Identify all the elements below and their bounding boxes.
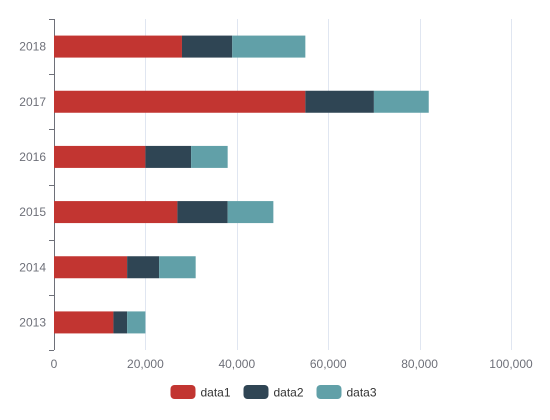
legend[interactable]: data1 data2 data3 bbox=[170, 385, 377, 400]
bar-data2-2015[interactable] bbox=[177, 201, 228, 224]
bar-data2-2017[interactable] bbox=[305, 90, 374, 113]
legend-item-data3[interactable]: data3 bbox=[316, 385, 377, 400]
bar-data2-2013[interactable] bbox=[113, 311, 128, 334]
x-tick-label: 60,000 bbox=[310, 357, 347, 371]
x-tick-label: 0 bbox=[51, 357, 58, 371]
legend-item-data2[interactable]: data2 bbox=[243, 385, 304, 400]
y-tick-label: 2014 bbox=[19, 260, 46, 274]
bar-data3-2016[interactable] bbox=[191, 145, 228, 168]
y-tick-label: 2016 bbox=[19, 150, 46, 164]
bar-data1-2017[interactable] bbox=[54, 90, 306, 113]
legend-item-data1[interactable]: data1 bbox=[170, 385, 231, 400]
bar-data2-2016[interactable] bbox=[145, 145, 192, 168]
legend-swatch bbox=[316, 385, 342, 399]
x-tick-label: 80,000 bbox=[401, 357, 438, 371]
bar-data1-2013[interactable] bbox=[54, 311, 114, 334]
y-tick-label: 2015 bbox=[19, 205, 46, 219]
y-tick-label: 2017 bbox=[19, 95, 46, 109]
bar-data2-2014[interactable] bbox=[127, 256, 160, 279]
legend-swatch bbox=[243, 385, 269, 399]
bar-data3-2017[interactable] bbox=[373, 90, 429, 113]
bar-data3-2018[interactable] bbox=[232, 35, 306, 58]
bar-data3-2014[interactable] bbox=[159, 256, 196, 279]
legend-label: data2 bbox=[274, 386, 304, 400]
bar-data3-2015[interactable] bbox=[227, 201, 274, 224]
bars-layer bbox=[54, 35, 429, 334]
bar-data1-2015[interactable] bbox=[54, 201, 178, 224]
grid-layer bbox=[145, 19, 512, 350]
legend-label: data3 bbox=[347, 386, 377, 400]
y-tick-label: 2018 bbox=[19, 40, 46, 54]
bar-data1-2014[interactable] bbox=[54, 256, 128, 279]
x-tick-label: 40,000 bbox=[218, 357, 255, 371]
bar-data1-2018[interactable] bbox=[54, 35, 182, 58]
legend-swatch bbox=[170, 385, 196, 399]
y-tick-label: 2013 bbox=[19, 315, 46, 329]
bar-data1-2016[interactable] bbox=[54, 145, 146, 168]
x-tick-label: 20,000 bbox=[127, 357, 164, 371]
bar-data3-2013[interactable] bbox=[127, 311, 146, 334]
legend-label: data1 bbox=[201, 386, 231, 400]
axis-layer: 0 20,000 40,000 60,000 80,000 100,000 2013 2014… bbox=[19, 19, 533, 371]
bar-data2-2018[interactable] bbox=[181, 35, 233, 58]
x-tick-label: 100,000 bbox=[489, 357, 533, 371]
